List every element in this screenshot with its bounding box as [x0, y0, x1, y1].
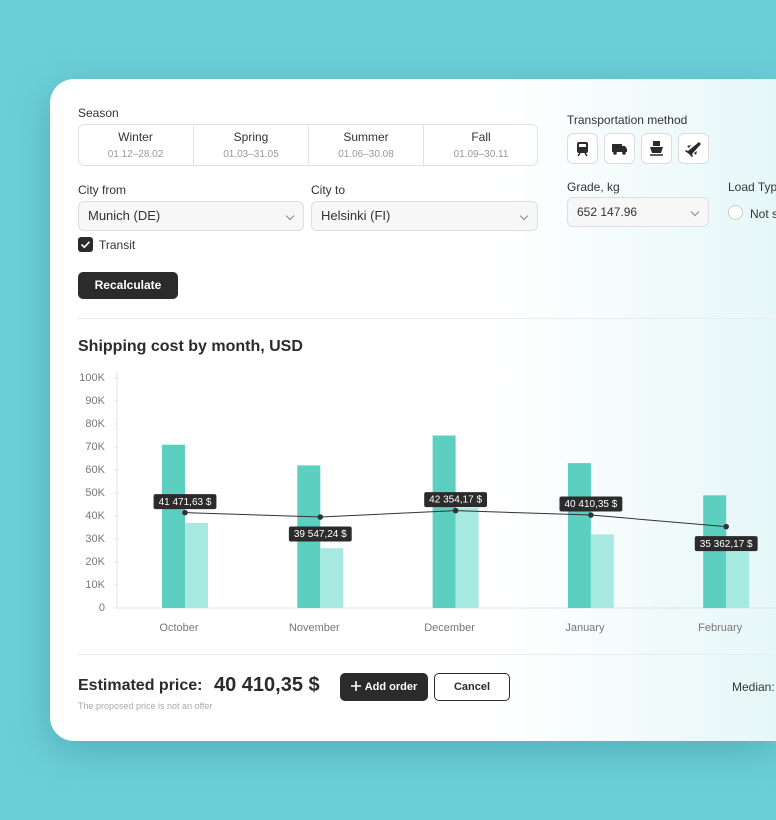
estimated-label: Estimated price:	[78, 677, 203, 694]
transport-label: Transportation method	[567, 113, 688, 127]
city-to-select[interactable]: Helsinki (FI)	[311, 201, 538, 231]
x-tick-label: January	[565, 622, 605, 634]
value-label-bg	[694, 536, 758, 552]
y-tick-label: 0	[99, 602, 105, 614]
train-button[interactable]	[567, 133, 598, 164]
cancel-button[interactable]: Cancel	[434, 673, 510, 701]
bar	[455, 507, 479, 608]
season-name: Fall	[471, 130, 491, 144]
median-label: Median:	[732, 680, 775, 694]
load-type-radio[interactable]	[728, 205, 743, 220]
value-label: 40 410,35 $	[564, 499, 617, 510]
x-tick-label: November	[289, 622, 340, 634]
y-tick-label: 10K	[85, 579, 105, 591]
estimated-value: 40 410,35 $	[214, 674, 320, 696]
truck-button[interactable]	[604, 133, 635, 164]
season-dates: 01.03–31.05	[223, 149, 279, 160]
city-to-value: Helsinki (FI)	[321, 208, 391, 223]
season-dates: 01.06–30.08	[338, 149, 394, 160]
bar	[185, 522, 208, 608]
city-to-label: City to	[311, 183, 346, 197]
value-label-bg	[288, 526, 352, 542]
value-label: 42 354,17 $	[429, 495, 482, 506]
load-type-label: Load Typ	[728, 180, 776, 194]
line-point	[182, 509, 188, 516]
line-point	[452, 507, 459, 514]
grade-select[interactable]: 652 147.96	[567, 197, 709, 227]
value-label: 39 547,24 $	[294, 529, 347, 540]
divider	[78, 654, 776, 655]
city-from-select[interactable]: Munich (DE)	[78, 201, 304, 231]
ship-button[interactable]	[641, 133, 672, 164]
value-label-bg	[559, 496, 623, 512]
bar	[590, 534, 614, 608]
plane-button[interactable]	[678, 133, 709, 164]
y-tick-label: 40K	[85, 510, 105, 522]
line-point	[588, 512, 594, 518]
city-from-label: City from	[78, 183, 126, 197]
value-label-bg	[153, 494, 217, 510]
season-option[interactable]: Spring 01.03–31.05	[193, 124, 308, 166]
line-point	[723, 523, 729, 530]
y-tick-label: 60K	[85, 464, 105, 476]
y-tick-label: 20K	[85, 556, 105, 568]
season-label: Season	[78, 106, 119, 120]
season-name: Summer	[343, 130, 389, 144]
x-tick-label: October	[159, 622, 198, 634]
grade-value: 652 147.96	[577, 205, 638, 219]
transit-label: Transit	[99, 238, 136, 252]
season-dates: 01.09–30.11	[453, 149, 509, 160]
season-option[interactable]: Summer 01.06–30.08	[308, 124, 423, 166]
season-option[interactable]: Fall 01.09–30.11	[423, 124, 538, 166]
season-option[interactable]: Winter 01.12–28.02	[78, 124, 193, 166]
y-tick-label: 50K	[85, 487, 105, 499]
price-note: The proposed price is not an offer	[78, 701, 213, 711]
card	[50, 79, 776, 741]
value-label: 35 362,17 $	[700, 539, 753, 550]
y-tick-label: 30K	[85, 533, 105, 545]
chart-title: Shipping cost by month, USD	[78, 338, 303, 355]
city-from-value: Munich (DE)	[88, 208, 161, 223]
transit-checkbox[interactable]	[78, 237, 93, 252]
bar	[432, 435, 456, 608]
line-point	[317, 514, 324, 520]
bar	[726, 551, 750, 608]
value-label-bg	[424, 492, 488, 508]
x-tick-label: February	[698, 622, 743, 634]
load-type-option: Not s	[750, 207, 776, 221]
y-tick-label: 90K	[85, 395, 105, 407]
bar	[162, 444, 185, 608]
grade-label: Grade, kg	[567, 180, 620, 194]
value-label: 41 471,63 $	[159, 497, 212, 508]
bar	[567, 463, 591, 608]
y-tick-label: 100K	[79, 372, 105, 384]
y-tick-label: 80K	[85, 418, 105, 430]
season-name: Spring	[233, 130, 269, 144]
add-order-button[interactable]: Add order	[340, 673, 428, 701]
add-order-text: Add order	[364, 681, 418, 693]
divider	[78, 318, 776, 319]
recalculate-button[interactable]: Recalculate	[78, 272, 178, 299]
season-name: Winter	[118, 130, 153, 144]
bar	[320, 548, 344, 608]
season-dates: 01.12–28.02	[107, 149, 164, 160]
bar	[703, 495, 727, 608]
x-tick-label: December	[424, 622, 475, 634]
y-tick-label: 70K	[85, 441, 105, 453]
